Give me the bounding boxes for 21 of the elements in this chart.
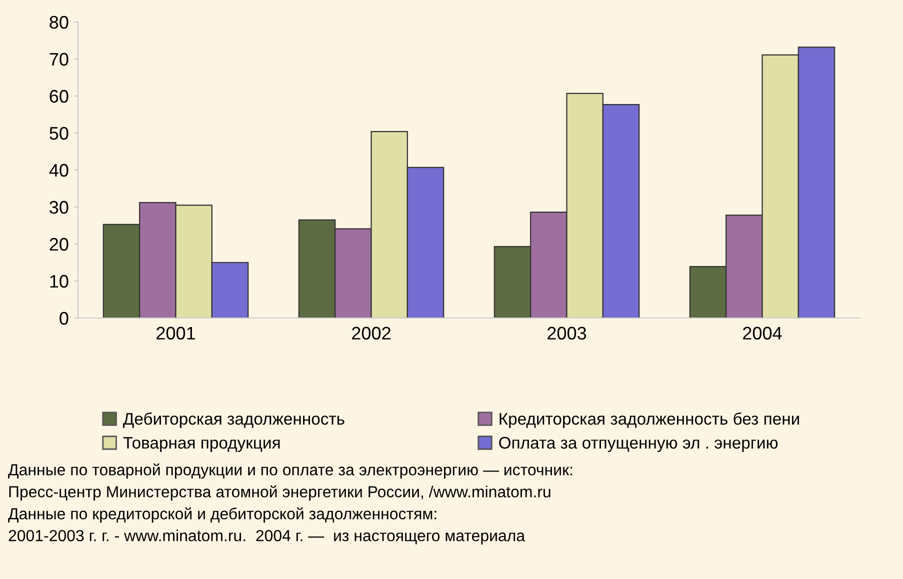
text: Данные по кредиторской и дебиторской задолженностям: bbox=[8, 507, 436, 523]
legend-label: Оплата за отпущенную эл . энергию bbox=[499, 436, 778, 452]
text: 2001-2003 г. г. - www.minatom.ru. 2004 г. — из настоящего материала bbox=[8, 530, 526, 544]
y-tick-label: 40 bbox=[49, 164, 68, 177]
x-tick-label: 2004 bbox=[743, 326, 782, 340]
y-tick-label: 50 bbox=[50, 126, 68, 140]
y-tick-label: 10 bbox=[50, 274, 68, 288]
y-tick-label: 80 bbox=[50, 16, 68, 29]
x-tick-label: 2003 bbox=[548, 326, 586, 340]
legend-label: Товарная продукция bbox=[123, 437, 280, 452]
legend-label: Кредиторская задолженность без пени bbox=[500, 412, 799, 428]
legend-label: Дебиторская задолженность bbox=[123, 412, 344, 428]
y-tick-label: 70 bbox=[50, 52, 68, 66]
y-tick-label: 20 bbox=[50, 238, 68, 251]
text: Данные по товарной продукции и по оплате за электроэнергию — источник: bbox=[8, 463, 572, 479]
y-tick-label: 30 bbox=[50, 200, 68, 214]
y-tick-label: 60 bbox=[50, 90, 68, 103]
x-tick-label: 2002 bbox=[352, 326, 390, 340]
y-tick-label: 0 bbox=[60, 312, 68, 325]
x-tick-label: 2001 bbox=[156, 326, 195, 340]
text: Пресс-центр Министерства атомной энергетики России, /www.minatom.ru bbox=[9, 485, 550, 501]
